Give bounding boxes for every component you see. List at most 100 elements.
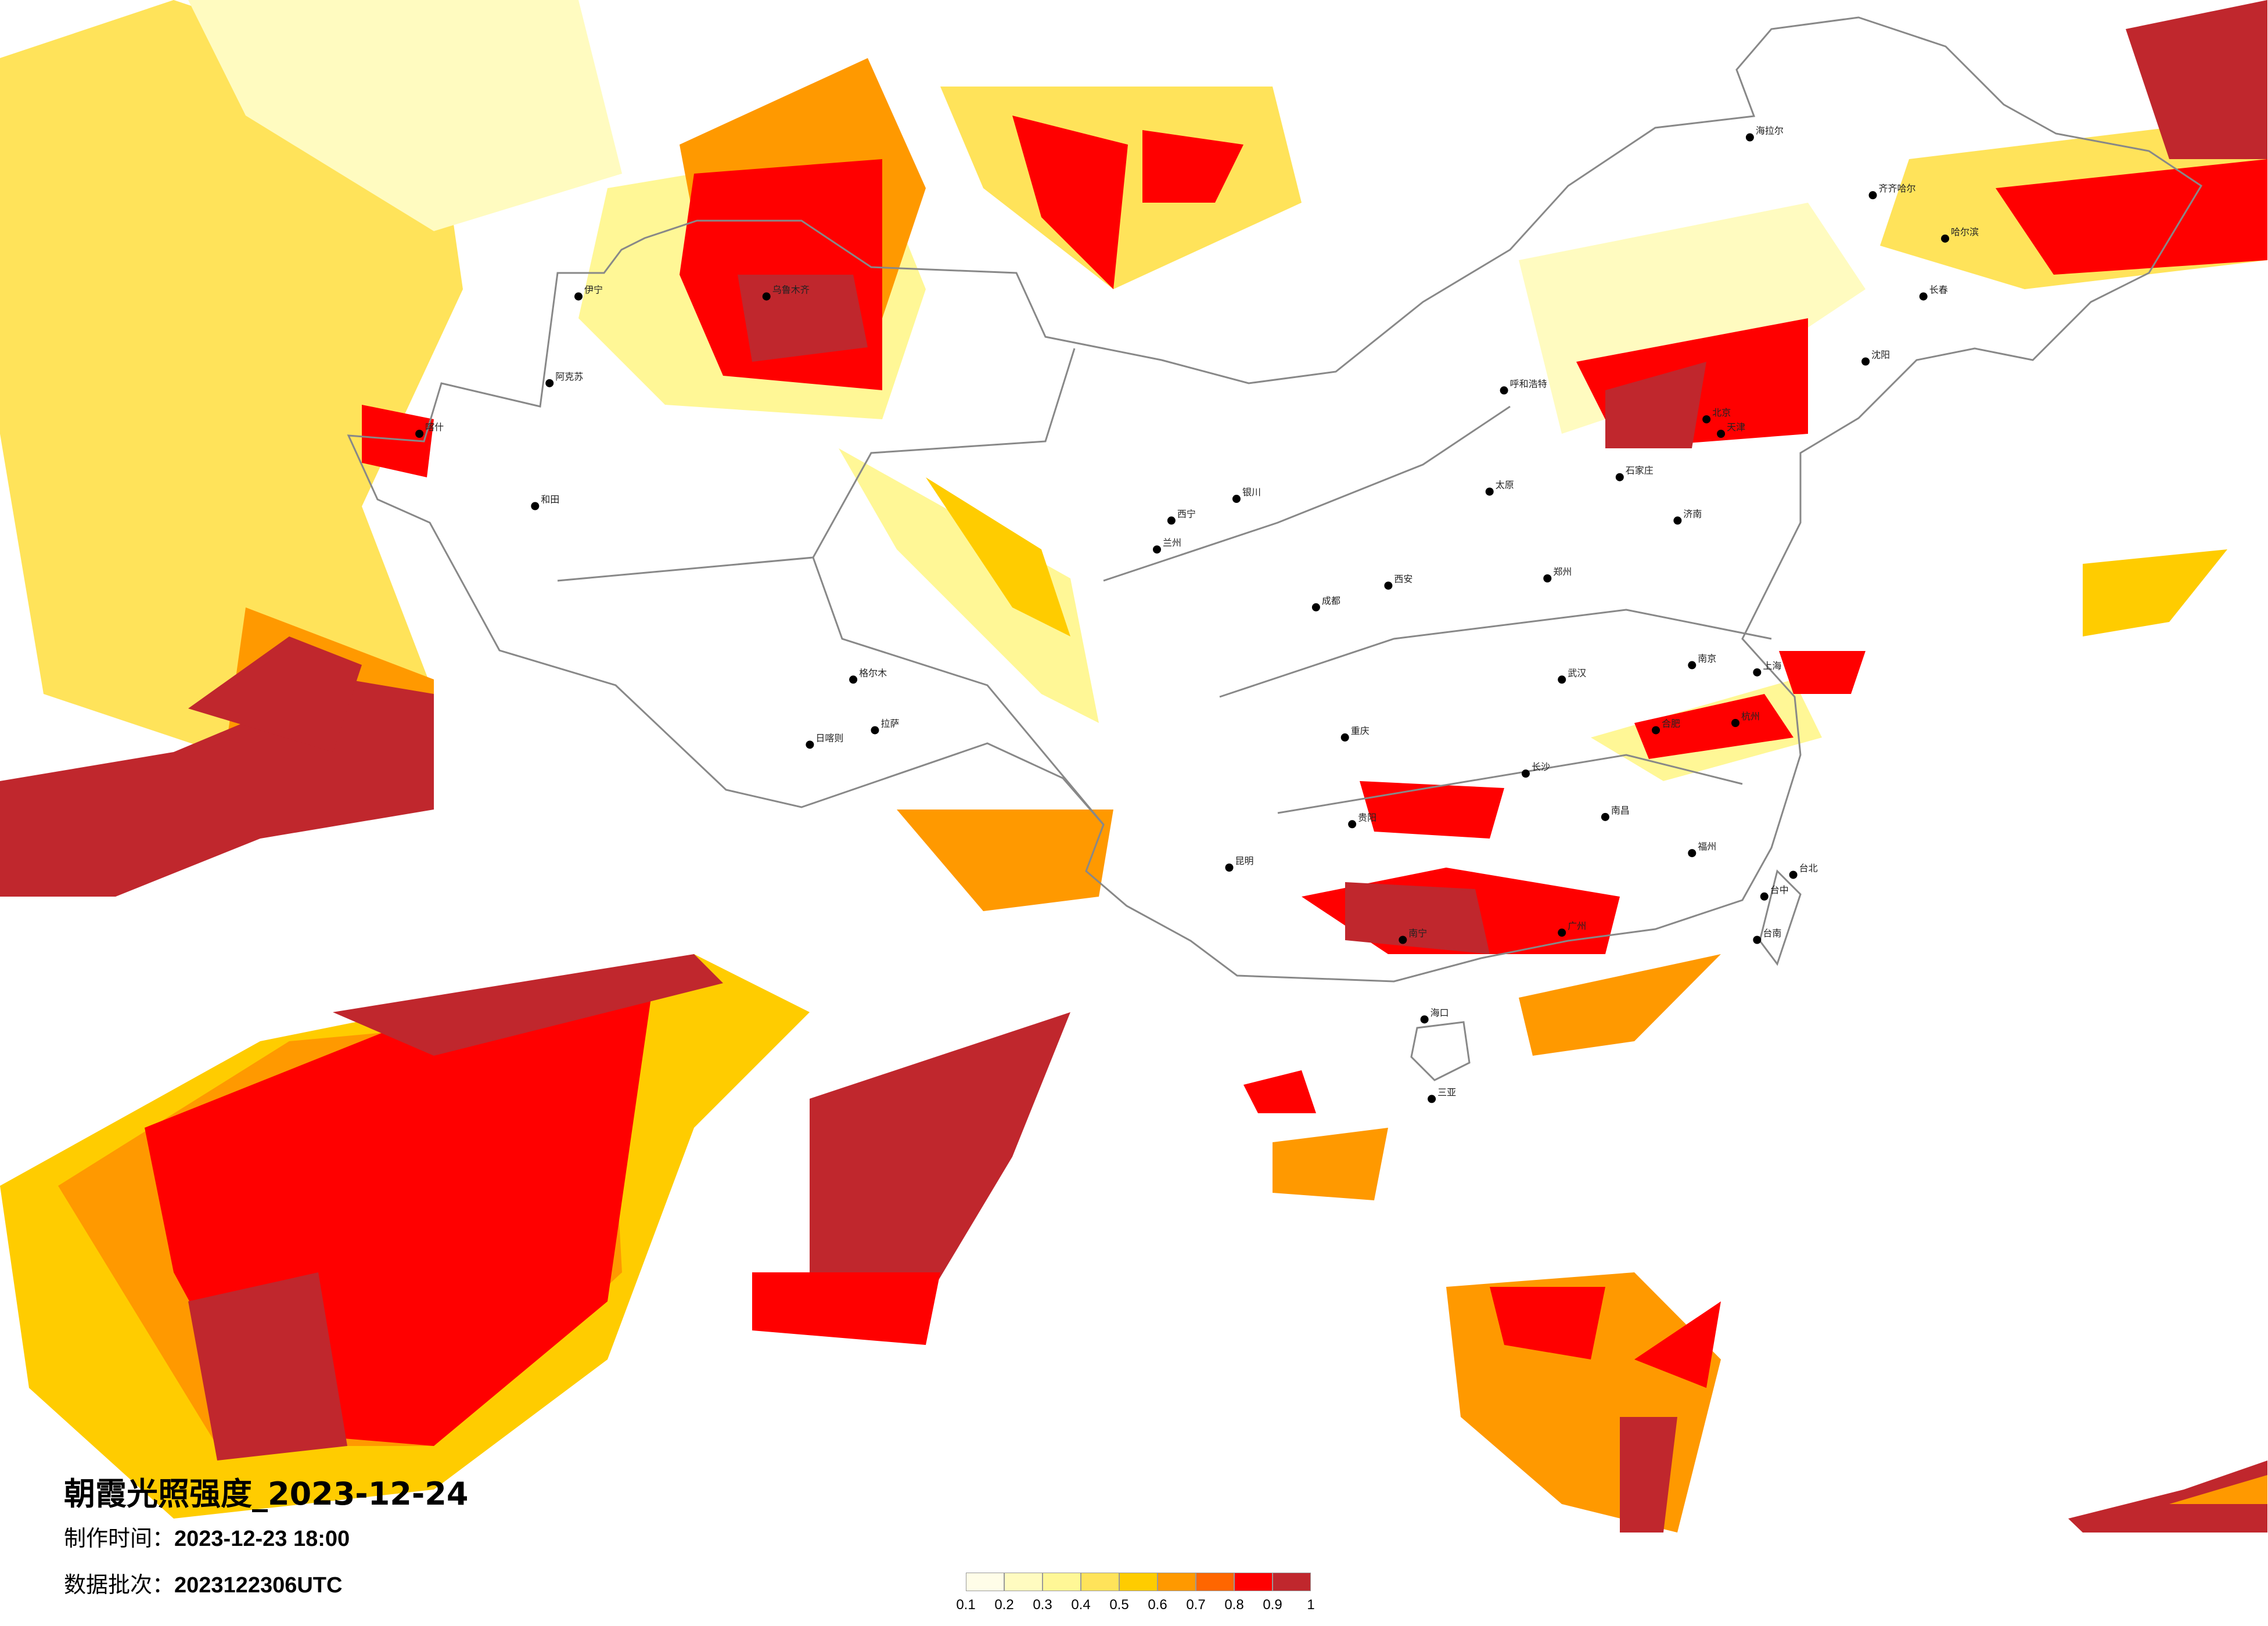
intensity-region [839,448,1099,723]
city-marker [1420,1015,1429,1024]
intensity-region [1490,1287,1605,1359]
city-marker [1232,495,1241,503]
production-time-label: 制作时间： [64,1526,175,1551]
data-batch: 数据批次：2023122306UTC [64,1567,342,1599]
city-marker [871,726,879,735]
intensity-region [2169,1475,2267,1504]
city-marker [1601,812,1609,821]
sunrise-glow-intensity-layer [0,0,2267,1533]
city-label: 南京 [1698,653,1716,664]
city-label: 长春 [1929,284,1948,295]
city-marker [1384,581,1393,590]
city-label: 广州 [1568,920,1586,931]
city-marker [1688,661,1696,670]
city-marker [762,292,771,301]
city-label: 上海 [1763,660,1781,671]
city-marker [1615,473,1624,481]
city-label: 哈尔滨 [1951,226,1979,238]
legend-swatch [1196,1573,1234,1591]
city-label: 福州 [1698,841,1716,852]
china-outline [347,16,2203,983]
legend-tick: 0.3 [1033,1597,1052,1613]
legend-swatch [1273,1573,1311,1591]
city-marker [1673,516,1682,525]
city-marker [415,430,424,438]
taiwan-outline [1759,869,1802,966]
city-label: 伊宁 [584,284,603,295]
color-legend [966,1573,1311,1591]
city-marker [545,379,554,387]
legend-tick: 0.7 [1186,1597,1206,1613]
city-label: 台北 [1799,862,1818,873]
city-marker [1225,864,1234,872]
legend-tick: 0.2 [994,1597,1014,1613]
intensity-region [1243,1070,1316,1113]
intensity-region [188,636,362,752]
data-batch-value: 2023122306UTC [174,1573,343,1598]
city-marker [1311,603,1320,611]
intensity-region [810,1012,1070,1301]
city-marker [1688,849,1696,858]
city-marker [1348,820,1357,829]
city-label: 武汉 [1568,667,1586,678]
city-marker [1558,929,1566,937]
city-marker [1500,386,1508,395]
city-label: 石家庄 [1626,465,1654,476]
city-label: 重庆 [1351,725,1370,736]
city-marker [1428,1095,1436,1103]
intensity-region [1634,1301,1721,1388]
intensity-region [1634,694,1793,759]
inner-border [557,348,1076,582]
city-label: 台中 [1770,884,1789,895]
legend-swatch [1081,1573,1119,1591]
city-label: 三亚 [1437,1087,1456,1098]
city-label: 济南 [1683,508,1702,519]
intensity-region [1605,362,1706,448]
city-marker [1868,191,1877,200]
legend-tick: 0.4 [1071,1597,1091,1613]
legend-ticks: 0.1 0.2 0.3 0.4 0.5 0.6 0.7 0.8 0.9 1 [954,1597,1326,1620]
intensity-region [1345,882,1490,954]
city-marker [1153,545,1161,554]
inner-border [1103,405,1511,582]
city-marker [849,675,858,684]
city-label: 日喀则 [815,732,843,743]
city-label: 郑州 [1553,566,1572,577]
legend-tick: 0.9 [1263,1597,1282,1613]
city-label: 拉萨 [880,718,899,729]
city-label: 阿克苏 [555,371,583,382]
intensity-region [2083,549,2227,636]
city-label: 兰州 [1163,537,1181,548]
city-label: 长沙 [1532,761,1550,772]
legend-swatch [1119,1573,1158,1591]
province-borders [347,16,2203,1081]
inner-border [812,557,1105,825]
map-title: 朝霞光照强度_2023-12-24 [64,1476,469,1512]
city-label: 和田 [541,494,559,505]
intensity-region [1012,116,1128,289]
city-marker [1753,936,1762,944]
city-marker [1702,415,1711,424]
legend-swatch [1158,1573,1196,1591]
production-time-value: 2023-12-23 18:00 [174,1527,350,1551]
city-marker [1753,668,1762,677]
city-marker [1652,726,1660,735]
legend-swatch [966,1573,1004,1591]
legend-tick: 1 [1307,1597,1315,1613]
city-label: 喀什 [425,422,444,433]
intensity-region [1620,1417,1677,1533]
city-label: 杭州 [1741,711,1760,722]
city-marker [1941,234,1950,243]
city-label: 南昌 [1611,805,1630,816]
legend-swatch [1234,1573,1273,1591]
city-marker [1167,516,1176,525]
production-time: 制作时间：2023-12-23 18:00 [64,1520,350,1552]
legend-swatch [1004,1573,1043,1591]
city-label: 昆明 [1235,855,1254,866]
intensity-region [1779,651,1866,694]
city-label: 格尔木 [859,667,887,678]
city-marker [1399,936,1407,944]
city-label: 贵阳 [1358,812,1376,823]
